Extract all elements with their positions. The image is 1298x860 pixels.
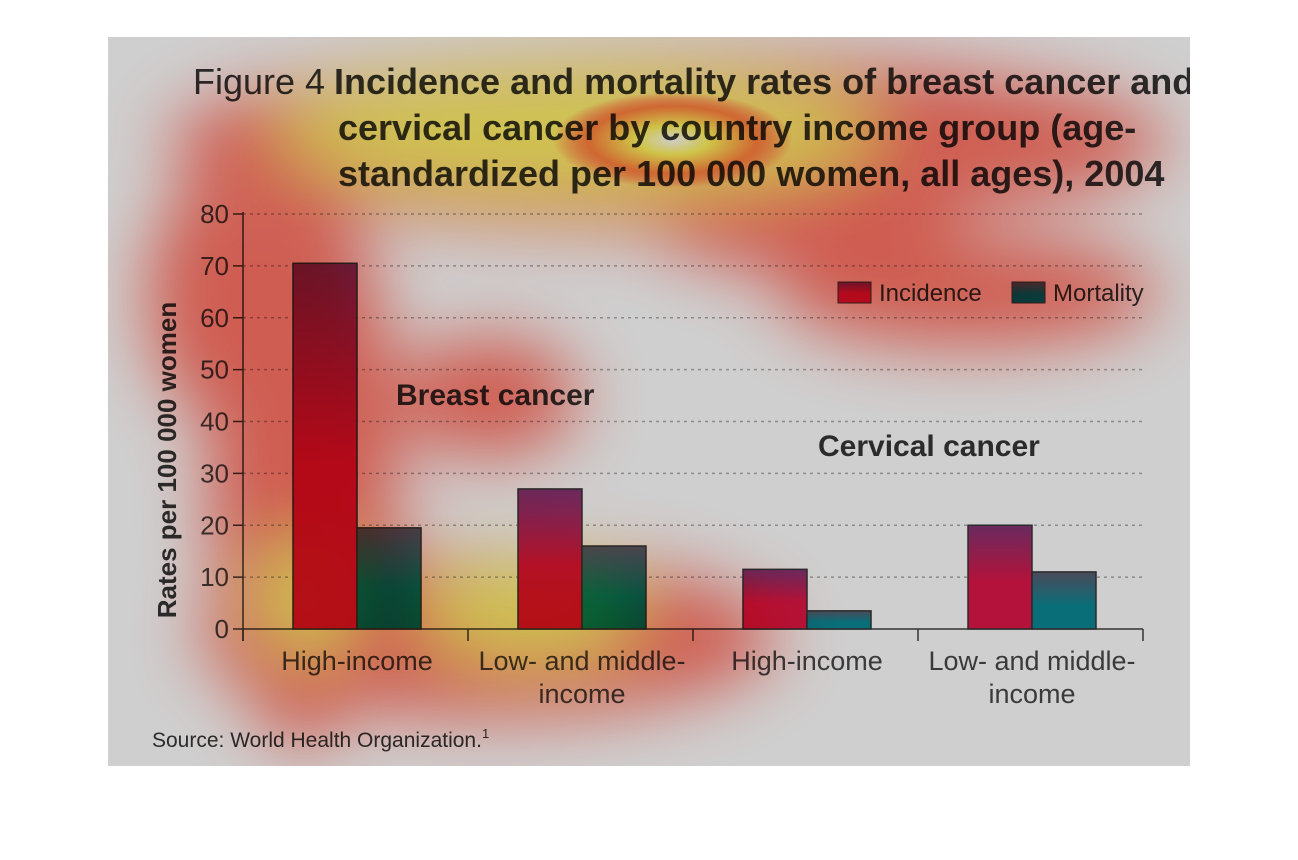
y-tick-label: 40 — [200, 407, 229, 437]
source-note: Source: World Health Organization.1 — [152, 726, 489, 752]
chart-title-line-2: cervical cancer by country income group … — [338, 107, 1136, 148]
x-category-label: Low- and middle- — [928, 646, 1135, 676]
y-tick-label: 20 — [200, 510, 229, 540]
y-axis-label: Rates per 100 000 women — [152, 302, 182, 619]
bar-incidence — [517, 488, 583, 630]
legend-label-incidence: Incidence — [879, 280, 982, 307]
y-tick-label: 30 — [200, 458, 229, 488]
y-tick-label: 0 — [215, 614, 229, 644]
chart-title-line-3: standardized per 100 000 women, all ages… — [338, 153, 1164, 194]
bar-mortality — [806, 610, 872, 630]
bar-chart: Figure 4 Incidence and mortality rates o… — [152, 61, 1190, 752]
x-category-label: Low- and middle- — [478, 646, 685, 676]
chart-title-line-1: Incidence and mortality rates of breast … — [334, 61, 1190, 102]
y-tick-label: 10 — [200, 562, 229, 592]
annotation-cervical-cancer: Cervical cancer — [818, 430, 1040, 463]
bar-mortality — [581, 545, 647, 630]
y-tick-label: 80 — [200, 199, 229, 229]
legend-swatch-incidence — [837, 281, 872, 304]
x-category-label: High-income — [281, 646, 433, 676]
x-category-label: High-income — [731, 646, 883, 676]
x-category-label: income — [988, 679, 1075, 709]
y-tick-labels: 0 10 20 30 40 50 60 70 80 — [200, 199, 229, 644]
bar-mortality — [1031, 571, 1097, 630]
bar-mortality — [356, 527, 422, 630]
figure-label: Figure 4 — [193, 61, 325, 102]
annotation-breast-cancer: Breast cancer — [396, 379, 595, 412]
y-tick-label: 50 — [200, 355, 229, 385]
legend: Incidence Mortality — [837, 280, 1144, 307]
bar-incidence — [967, 524, 1033, 630]
bar-incidence — [742, 568, 808, 630]
x-category-labels: High-income Low- and middle-income High-in… — [281, 646, 1135, 709]
bar-incidence — [292, 262, 358, 630]
figure-panel: Figure 4 Incidence and mortality rates o… — [108, 37, 1190, 766]
gridlines — [243, 213, 1143, 578]
legend-label-mortality: Mortality — [1053, 280, 1144, 307]
x-category-label: income — [538, 679, 625, 709]
y-tick-label: 70 — [200, 251, 229, 281]
y-tick-label: 60 — [200, 303, 229, 333]
legend-swatch-mortality — [1011, 281, 1046, 304]
